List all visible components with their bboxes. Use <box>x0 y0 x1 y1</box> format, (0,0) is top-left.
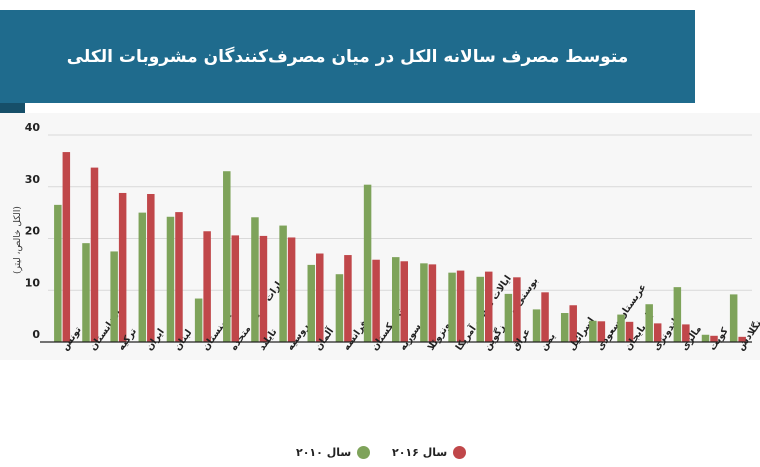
legend-item-2016: سال ۲۰۱۶ <box>392 446 467 459</box>
bar-2010 <box>420 263 428 342</box>
bar-2010 <box>82 243 90 342</box>
bar-2010 <box>701 334 710 342</box>
bar-2016 <box>400 261 408 342</box>
y-axis-label: (الکل خالص، لیتر) <box>13 206 23 274</box>
bar-2010 <box>476 276 484 342</box>
bar-2016 <box>428 264 437 342</box>
legend-swatch-2010 <box>357 446 371 459</box>
bar-2016 <box>203 231 211 342</box>
banner-fold <box>0 103 25 113</box>
bar-2010 <box>532 309 541 342</box>
bar-2010 <box>223 171 231 342</box>
bar-2016 <box>653 323 662 342</box>
bar-2010 <box>589 320 597 342</box>
y-tick-label: 0 <box>32 328 40 341</box>
bar-2016 <box>259 235 268 342</box>
bar-2016 <box>287 237 296 342</box>
bar-2010 <box>645 304 653 342</box>
y-tick-label: 10 <box>25 276 41 289</box>
bar-2016 <box>118 192 127 342</box>
legend-label-2016: سال ۲۰۱۶ <box>392 446 448 459</box>
bar-2010 <box>560 313 569 342</box>
bar-2010 <box>194 298 203 342</box>
bar-2016 <box>569 305 577 342</box>
bar-2010 <box>617 314 625 342</box>
x-tick-label: آلمان <box>311 324 336 352</box>
plot-background <box>0 113 760 360</box>
bar-2016 <box>682 324 690 342</box>
bar-2016 <box>62 152 71 342</box>
bar-2016 <box>175 212 183 342</box>
bar-2010 <box>673 287 682 342</box>
bar-2010 <box>307 264 316 342</box>
bar-2016 <box>372 259 380 342</box>
bar-2016 <box>710 335 718 342</box>
bar-2016 <box>231 235 240 342</box>
legend-label-2010: سال ۲۰۱۰ <box>296 446 352 459</box>
bar-2016 <box>597 321 606 342</box>
y-tick-label: 30 <box>25 173 41 186</box>
bar-2010 <box>251 217 259 342</box>
bar-2010 <box>335 274 344 342</box>
legend-item-2010: سال ۲۰۱۰ <box>296 446 371 459</box>
bar-2010 <box>363 184 372 342</box>
bar-2010 <box>392 257 400 342</box>
bar-2010 <box>448 272 456 342</box>
bar-2016 <box>738 336 746 342</box>
bar-2010 <box>138 212 147 342</box>
bar-2010 <box>166 216 175 342</box>
chart-title: متوسط مصرف سالانه الکل در میان مصرف‌کنند… <box>66 46 629 67</box>
bar-2010 <box>504 293 513 342</box>
bar-2016 <box>344 255 352 342</box>
y-tick-label: 20 <box>25 225 41 238</box>
bar-2010 <box>110 251 118 342</box>
title-banner <box>0 10 695 103</box>
bar-2016 <box>316 253 324 342</box>
legend: سال ۲۰۱۶ سال ۲۰۱۰ <box>0 446 760 464</box>
bar-2016 <box>456 270 465 342</box>
bar-2016 <box>147 193 155 342</box>
y-tick-label: 40 <box>25 121 41 134</box>
bar-2016 <box>513 277 521 342</box>
legend-swatch-2016 <box>453 446 467 459</box>
bar-2016 <box>541 292 549 342</box>
bar-2016 <box>625 321 634 342</box>
bar-2016 <box>90 167 99 342</box>
bar-2010 <box>54 204 62 342</box>
bar-2010 <box>729 294 738 342</box>
bar-2016 <box>484 271 493 342</box>
bar-2010 <box>279 225 287 342</box>
x-tick-label: بنگلادش <box>735 315 760 353</box>
